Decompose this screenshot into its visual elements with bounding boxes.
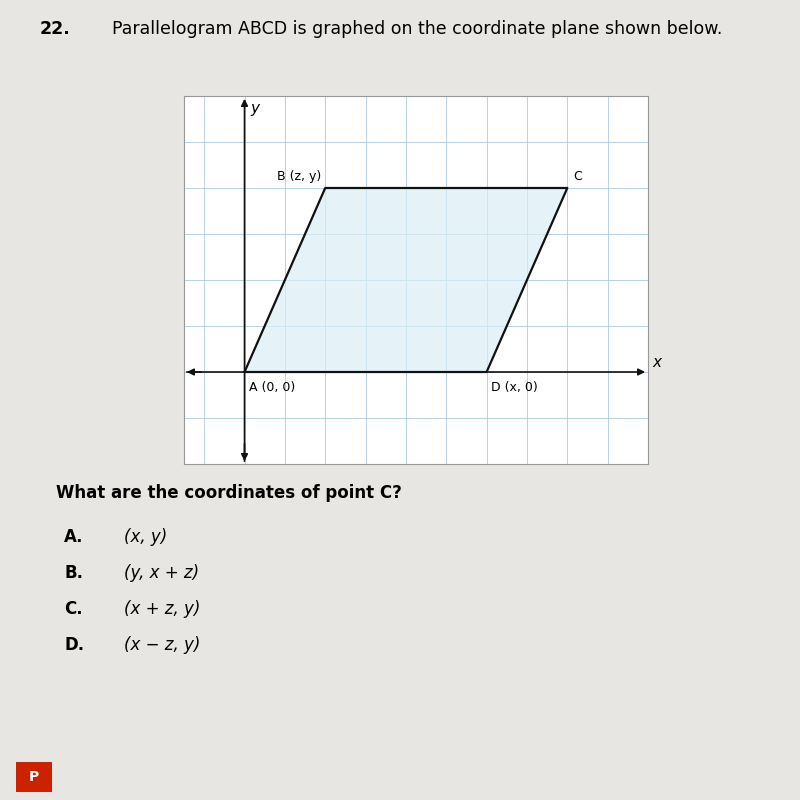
Text: D (x, 0): D (x, 0): [490, 381, 538, 394]
Text: 22.: 22.: [40, 20, 70, 38]
Text: D.: D.: [64, 636, 84, 654]
Text: (x − z, y): (x − z, y): [124, 636, 200, 654]
Text: A.: A.: [64, 528, 83, 546]
Text: x: x: [652, 354, 661, 370]
Text: B.: B.: [64, 564, 83, 582]
Text: (y, x + z): (y, x + z): [124, 564, 199, 582]
Text: What are the coordinates of point C?: What are the coordinates of point C?: [56, 484, 402, 502]
Text: A (0, 0): A (0, 0): [249, 381, 295, 394]
Text: C: C: [574, 170, 582, 183]
Text: y: y: [250, 101, 259, 115]
Text: (x, y): (x, y): [124, 528, 167, 546]
Text: (x + z, y): (x + z, y): [124, 600, 200, 618]
Polygon shape: [245, 188, 567, 372]
Text: C.: C.: [64, 600, 82, 618]
Text: B (z, y): B (z, y): [277, 170, 321, 183]
Text: P: P: [29, 770, 39, 784]
Text: Parallelogram ABCD is graphed on the coordinate plane shown below.: Parallelogram ABCD is graphed on the coo…: [112, 20, 722, 38]
